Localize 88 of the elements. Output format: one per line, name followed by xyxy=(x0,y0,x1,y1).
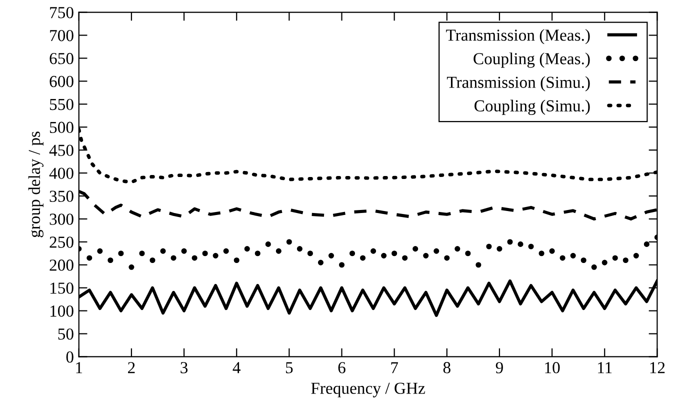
point xyxy=(97,248,103,254)
point xyxy=(160,248,166,254)
point xyxy=(622,257,628,264)
point xyxy=(118,250,124,256)
point xyxy=(496,246,502,252)
legend-label: Coupling (Meas.) xyxy=(474,52,590,68)
point xyxy=(276,248,282,254)
point xyxy=(465,250,471,256)
point xyxy=(170,255,176,261)
x-tick-label: 8 xyxy=(443,362,450,374)
y-tick-label: 450 xyxy=(49,144,74,156)
point xyxy=(139,250,145,256)
point xyxy=(412,246,418,252)
y-tick-label: 100 xyxy=(50,305,74,317)
point xyxy=(307,250,313,256)
legend-label: Coupling (Simu.) xyxy=(474,100,590,115)
y-tick-label: 550 xyxy=(50,98,74,110)
point xyxy=(528,244,534,250)
y-tick-label: 300 xyxy=(50,214,74,225)
point xyxy=(602,260,608,266)
y-axis-title: group delay / ps xyxy=(28,132,44,238)
x-tick-label: 1 xyxy=(76,362,82,374)
point xyxy=(286,239,292,245)
x-tick-label: 9 xyxy=(496,362,503,374)
point xyxy=(570,252,576,258)
point xyxy=(181,248,187,254)
point xyxy=(192,255,198,261)
point xyxy=(423,252,429,258)
x-tick-label: 12 xyxy=(650,362,665,374)
y-tick-label: 700 xyxy=(50,30,74,42)
point xyxy=(212,252,218,258)
x-axis-title: Frequency / GHz xyxy=(311,382,425,398)
y-tick-label: 400 xyxy=(49,168,74,179)
y-tick-label: 0 xyxy=(66,351,74,363)
point xyxy=(370,248,376,254)
y-tick-label: 350 xyxy=(50,190,74,202)
y-tick-label: 500 xyxy=(50,122,74,134)
x-tick-label: 7 xyxy=(391,362,398,374)
point xyxy=(328,252,334,258)
point xyxy=(86,255,92,261)
point xyxy=(128,264,134,270)
y-tick-label: 250 xyxy=(50,236,74,248)
point xyxy=(591,264,597,270)
x-tick-label: 4 xyxy=(232,362,241,374)
point xyxy=(202,250,208,256)
point xyxy=(434,248,440,254)
point xyxy=(150,257,156,264)
point xyxy=(360,255,366,261)
point xyxy=(560,255,566,261)
x-tick-label: 5 xyxy=(286,362,293,374)
point xyxy=(234,257,240,264)
point xyxy=(538,250,544,256)
point xyxy=(644,241,650,247)
point xyxy=(612,255,618,261)
x-tick-label: 10 xyxy=(545,362,560,374)
x-tick-label: 11 xyxy=(598,362,612,374)
point xyxy=(381,252,387,258)
x-tick-label: 6 xyxy=(338,362,346,374)
y-tick-label: 650 xyxy=(50,52,74,64)
point xyxy=(223,248,229,254)
point xyxy=(444,255,450,261)
point xyxy=(108,257,114,264)
y-tick-label: 750 xyxy=(50,7,74,18)
point xyxy=(402,255,408,261)
point xyxy=(296,246,302,252)
y-tick-label: 600 xyxy=(50,76,74,88)
x-tick-label: 3 xyxy=(180,362,188,374)
point xyxy=(392,250,398,256)
point xyxy=(486,244,492,250)
point xyxy=(580,257,586,264)
point xyxy=(454,246,460,252)
legend-label: Transmission (Meas.) xyxy=(446,29,590,44)
point xyxy=(254,250,260,256)
point xyxy=(476,262,482,268)
legend-label: Transmission (Simu.) xyxy=(446,76,590,92)
point xyxy=(244,246,250,252)
y-tick-label: 150 xyxy=(50,282,74,294)
y-tick-label: 200 xyxy=(50,260,74,271)
point xyxy=(549,248,555,254)
x-tick-label: 2 xyxy=(128,362,135,374)
point xyxy=(518,241,524,247)
point xyxy=(338,262,345,268)
point xyxy=(318,260,324,266)
point xyxy=(633,252,639,258)
point xyxy=(265,241,271,247)
point xyxy=(507,239,513,245)
point xyxy=(349,250,356,256)
y-tick-label: 50 xyxy=(58,328,74,340)
